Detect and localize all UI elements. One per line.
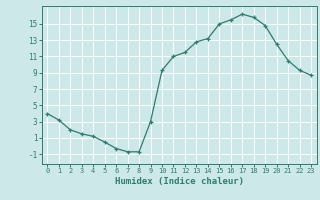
X-axis label: Humidex (Indice chaleur): Humidex (Indice chaleur) — [115, 177, 244, 186]
